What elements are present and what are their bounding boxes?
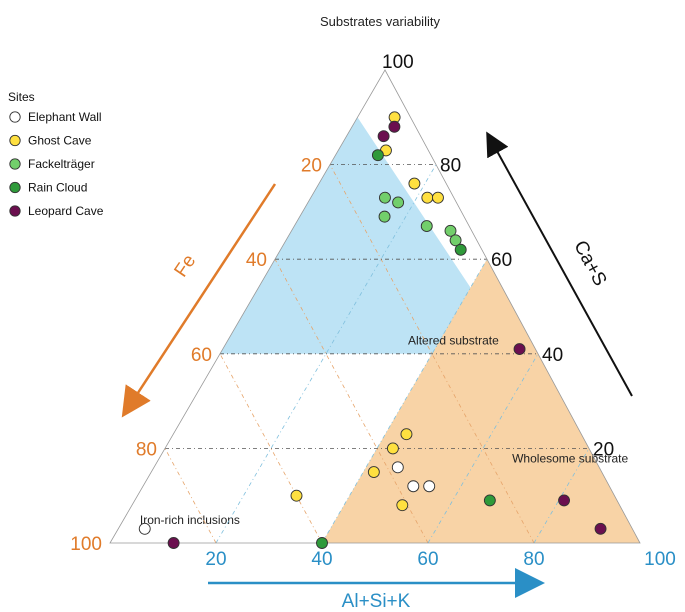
- triangle-outline: [109, 69, 641, 544]
- tick-fe: 40: [246, 250, 267, 271]
- point-ghost-cave: [432, 191, 444, 204]
- legend-marker: [9, 111, 21, 123]
- legend-marker: [9, 158, 21, 170]
- data-points: [138, 111, 607, 549]
- point-fackeltr-ger: [449, 234, 462, 247]
- point-fackeltr-ger: [378, 210, 391, 223]
- point-rain-cloud: [371, 149, 384, 162]
- point-leopard-cave: [388, 120, 401, 133]
- legend-entry: Rain Cloud: [28, 181, 87, 195]
- tick-ca-s: 60: [491, 250, 512, 271]
- ca-s-axis-label: Ca+S: [569, 237, 610, 289]
- fe-arrow: [121, 183, 277, 418]
- point-fackeltr-ger: [444, 224, 457, 237]
- grid-line-al-si-k: [215, 164, 437, 544]
- point-leopard-cave: [167, 537, 180, 549]
- tick-ca-s: 20: [593, 439, 614, 460]
- point-fackeltr-ger: [420, 220, 433, 233]
- grid-lines: [164, 164, 590, 544]
- point-elephant-wall: [423, 480, 436, 493]
- tick-ca-s: 80: [440, 156, 461, 177]
- tick-al-si-k: 40: [311, 549, 332, 570]
- point-rain-cloud: [454, 243, 467, 256]
- legend-entry: Ghost Cave: [28, 134, 92, 148]
- point-leopard-cave: [513, 343, 526, 356]
- region-label: Wholesome substrate: [512, 452, 628, 466]
- legend-entry: Elephant Wall: [28, 110, 102, 124]
- legend: Sites Elephant Wall Ghost Cave Fackelträge…: [8, 90, 104, 218]
- region-label: Altered substrate: [408, 333, 499, 347]
- grid-line-al-si-k: [427, 353, 539, 544]
- point-rain-cloud: [483, 494, 496, 507]
- point-ghost-cave: [396, 499, 409, 512]
- point-leopard-cave: [377, 130, 390, 143]
- fe-axis: Fe: [121, 183, 277, 418]
- point-elephant-wall: [391, 461, 404, 474]
- point-ghost-cave: [386, 442, 399, 455]
- ca-s-arrow: [486, 131, 633, 397]
- point-elephant-wall: [138, 522, 151, 535]
- legend-entry: Fackelträger: [28, 157, 95, 171]
- point-rain-cloud: [316, 537, 328, 549]
- legend-marker: [9, 134, 21, 147]
- grid-line-fe: [274, 259, 429, 544]
- legend-title: Sites: [8, 90, 35, 104]
- chart-title: Substrates variability: [320, 14, 440, 29]
- region-wholesome-substrate: [322, 259, 640, 543]
- point-ghost-cave: [421, 191, 434, 204]
- tick-ca-s: 40: [542, 345, 563, 366]
- point-fackeltr-ger: [379, 191, 391, 204]
- tick-al-si-k: 80: [523, 549, 544, 570]
- region-altered-substrate: [220, 117, 640, 544]
- legend-entry: Leopard Cave: [28, 204, 104, 218]
- tick-ca-s: 100: [382, 52, 414, 73]
- region-label: Iron-rich inclusions: [140, 513, 240, 527]
- point-fackeltr-ger: [392, 196, 405, 209]
- grid-line-al-si-k: [533, 448, 590, 544]
- point-ghost-cave: [400, 428, 413, 441]
- tick-al-si-k: 60: [417, 549, 438, 570]
- point-elephant-wall: [407, 480, 420, 493]
- point-ghost-cave: [290, 489, 303, 502]
- grid-line-fe: [219, 353, 323, 544]
- regions: Altered substrate Wholesome substrate Iron…: [140, 117, 640, 544]
- tick-fe: 60: [191, 345, 212, 366]
- tick-fe: 100: [70, 534, 102, 555]
- triangle-frame: [109, 69, 641, 544]
- point-leopard-cave: [558, 494, 570, 507]
- axis-ticks: 20 40 60 80 100 20 40 60 80 100 20 40 60 80 100: [70, 52, 676, 570]
- legend-marker: [9, 181, 21, 194]
- point-ghost-cave: [367, 466, 380, 478]
- al-si-k-axis: Al+Si+K: [208, 568, 545, 612]
- point-ghost-cave: [408, 177, 421, 190]
- tick-al-si-k: 100: [644, 549, 676, 570]
- fe-axis-label: Fe: [171, 251, 201, 281]
- tick-fe: 20: [301, 156, 322, 177]
- tick-al-si-k: 20: [205, 549, 226, 570]
- legend-marker: [9, 205, 21, 217]
- point-leopard-cave: [594, 522, 607, 535]
- al-si-k-axis-label: Al+Si+K: [342, 591, 411, 612]
- tick-fe: 80: [136, 439, 157, 460]
- grid-line-fe: [164, 448, 217, 544]
